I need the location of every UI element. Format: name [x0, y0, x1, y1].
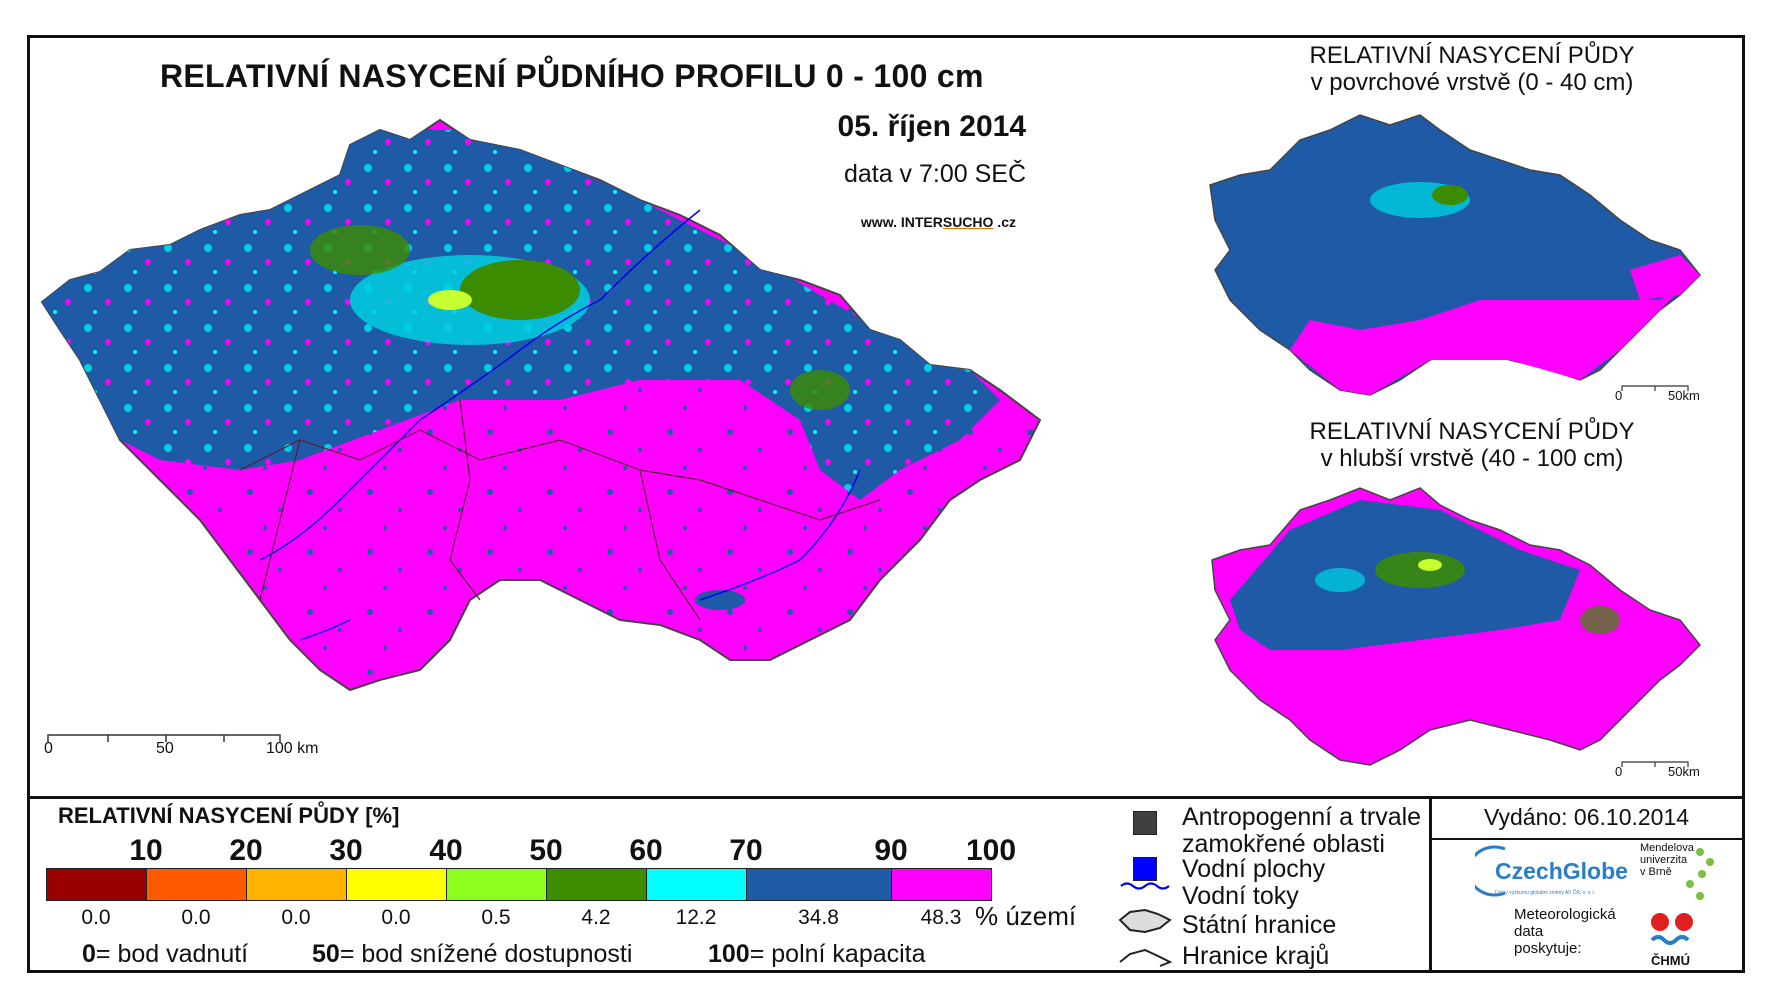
main-map-blue-regions [42, 130, 1000, 610]
meteo-line2: data [1514, 923, 1544, 940]
mendel-line3: v Brně [1640, 866, 1672, 878]
definition-wilting-value: 0 [82, 940, 96, 968]
inset-top-scale-bar [1621, 385, 1689, 391]
legend-divider [27, 796, 1745, 799]
legend-state-border: Státní hranice [1182, 911, 1337, 939]
definition-wilting-text: = bod vadnutí [95, 940, 249, 968]
issued-date: Vydáno: 06.10.2014 [1484, 804, 1690, 830]
czechglobe-logo-icon [1475, 845, 1506, 897]
website-prefix: www. INTER [860, 214, 943, 230]
legend-anthropogenic-line1: Antropogenní a trvale [1182, 803, 1422, 831]
mendel-university: Mendelova univerzita v Brně [1640, 842, 1694, 878]
inset-bottom-scale-zero: 0 [1615, 764, 1623, 779]
definition-reduced-text: = bod snížené dostupnosti [339, 940, 633, 968]
mendel-logo-icon [1686, 848, 1714, 900]
legend-anthropogenic-line2: zamokřené oblasti [1182, 830, 1385, 858]
scale-break-2: 30 [329, 834, 363, 867]
main-map-rivers [259, 209, 861, 641]
region-border-legend-icon [1119, 948, 1173, 967]
scale-class-percent-0: 0.0 [81, 906, 111, 929]
inset-bottom-map [1211, 487, 1702, 766]
czechglobe-subtitle: Ústav výzkumu globální změny AV ČR, v. v… [1495, 890, 1596, 896]
scale-class-5 [546, 868, 647, 901]
czechglobe-name: CzechGlobe [1495, 858, 1628, 884]
inset-bottom-title: RELATIVNÍ NASYCENÍ PŮDY v hlubší vrstvě … [1212, 418, 1732, 472]
scale-break-5: 60 [629, 834, 663, 867]
map-title: RELATIVNÍ NASYCENÍ PŮDNÍHO PROFILU 0 - 1… [160, 58, 984, 94]
scale-class-7 [746, 868, 892, 901]
scale-class-percent-1: 0.0 [181, 906, 211, 929]
scale-class-0 [46, 868, 147, 901]
inset-top-title-line1: RELATIVNÍ NASYCENÍ PŮDY [1309, 42, 1635, 69]
scale-break-4: 50 [529, 834, 563, 867]
scale-class-percent-2: 0.0 [281, 906, 311, 929]
definition-field-capacity: 100= polní kapacita [708, 940, 926, 969]
meteo-data-provider: Meteorologická data poskytuje: [1514, 906, 1616, 957]
data-time: data v 7:00 SEČ [843, 160, 1026, 188]
scale-class-8 [891, 868, 992, 901]
water-bodies-swatch [1133, 857, 1157, 881]
meteo-line1: Meteorologická [1514, 906, 1616, 923]
scale-break-1: 20 [229, 834, 263, 867]
inset-bottom-scale-end: 50km [1668, 764, 1700, 779]
legend-region-border: Hranice krajů [1182, 942, 1330, 970]
anthropogenic-swatch [1133, 811, 1157, 835]
scale-break-6: 70 [729, 834, 763, 867]
scale-class-3 [346, 868, 447, 901]
inset-top-title: RELATIVNÍ NASYCENÍ PŮDY v povrchové vrst… [1212, 42, 1732, 96]
scale-class-percent-6: 12.2 [675, 906, 717, 929]
credits-divider [1429, 796, 1432, 973]
main-map-region-borders [239, 399, 881, 621]
map-date: 05. říjen 2014 [837, 110, 1026, 143]
main-scale-fifty: 50 [156, 740, 174, 757]
main-scale-bar [47, 734, 281, 742]
main-scale-hundred: 100 km [266, 740, 319, 757]
main-scale-zero: 0 [44, 740, 53, 757]
inset-bottom-title-line1: RELATIVNÍ NASYCENÍ PŮDY [1309, 418, 1635, 445]
legend-rivers: Vodní toky [1182, 882, 1299, 910]
scale-break-0: 10 [129, 834, 163, 867]
mendel-line1: Mendelova [1640, 842, 1694, 854]
inset-top-map [1209, 114, 1702, 396]
definition-field-capacity-value: 100 [708, 940, 750, 968]
scale-class-1 [146, 868, 247, 901]
legend-water-bodies: Vodní plochy [1182, 855, 1326, 883]
state-border-legend-icon [1118, 908, 1172, 934]
scale-break-7: 90 [874, 834, 908, 867]
inset-bottom-scale-bar [1621, 761, 1689, 767]
inset-top-scale-end: 50km [1668, 388, 1700, 403]
scale-break-3: 40 [429, 834, 463, 867]
mendel-line2: univerzita [1640, 854, 1688, 866]
inset-top-title-line2: v povrchové vrstvě (0 - 40 cm) [1310, 69, 1634, 96]
definition-field-capacity-text: = polní kapacita [749, 940, 926, 968]
scale-class-2 [246, 868, 347, 901]
chmu-logo-icon [1650, 913, 1693, 945]
scale-class-6 [646, 868, 747, 901]
definition-reduced-value: 50 [312, 940, 340, 968]
scale-class-percent-3: 0.0 [381, 906, 411, 929]
issued-divider [1429, 838, 1745, 840]
inset-top-scale-zero: 0 [1615, 388, 1623, 403]
legend-anthropogenic: Antropogenní a trvale zamokřené oblasti [1182, 804, 1421, 858]
percent-unit: % území [975, 901, 1077, 931]
scale-class-percent-4: 0.5 [481, 906, 511, 929]
inset-bottom-title-line2: v hlubší vrstvě (40 - 100 cm) [1320, 445, 1624, 472]
website-suffix: .cz [993, 214, 1016, 230]
website-label[interactable]: www. INTERSUCHO .cz [861, 214, 1016, 230]
scale-class-4 [446, 868, 547, 901]
scale-class-percent-8: 48.3 [920, 906, 962, 929]
meteo-line3: poskytuje: [1514, 940, 1582, 957]
definition-wilting: 0= bod vadnutí [82, 940, 248, 969]
scale-class-percent-7: 34.8 [798, 906, 839, 929]
scale-class-percent-5: 4.2 [581, 906, 611, 929]
definition-reduced: 50= bod snížené dostupnosti [312, 940, 632, 969]
legend-title: RELATIVNÍ NASYCENÍ PŮDY [%] [58, 803, 400, 828]
rivers-legend-icon [1120, 882, 1170, 890]
website-highlight: SUCHO [942, 214, 994, 230]
chmu-name: ČHMÚ [1651, 953, 1690, 968]
scale-break-8: 100 [965, 834, 1017, 867]
